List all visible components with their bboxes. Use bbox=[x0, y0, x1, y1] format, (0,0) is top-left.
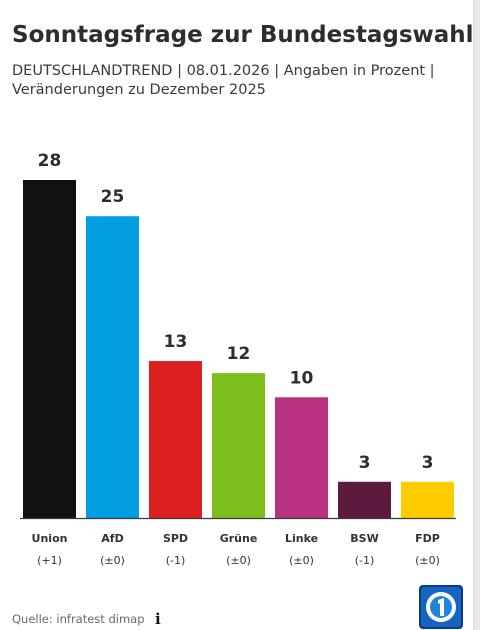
change-label-spd: (-1) bbox=[166, 554, 186, 567]
value-label-bsw: 3 bbox=[359, 453, 371, 473]
bar-chart: 28 Union (+1) 25 AfD (±0) 13 SPD (-1) 12 Grüne (±0)… bbox=[20, 151, 456, 567]
change-label-fdp: (±0) bbox=[415, 554, 440, 567]
value-label-grüne: 12 bbox=[227, 344, 251, 364]
change-label-bsw: (-1) bbox=[355, 554, 375, 567]
bar-grüne bbox=[212, 373, 265, 518]
category-label-linke: Linke bbox=[285, 532, 318, 545]
source-note: Quelle: infratest dimap bbox=[12, 612, 145, 626]
info-icon[interactable]: i bbox=[155, 610, 161, 628]
category-label-spd: SPD bbox=[163, 532, 188, 545]
value-label-linke: 10 bbox=[290, 368, 314, 388]
change-label-grüne: (±0) bbox=[226, 554, 251, 567]
category-label-fdp: FDP bbox=[415, 532, 440, 545]
change-label-afd: (±0) bbox=[100, 554, 125, 567]
tagesschau-logo-icon bbox=[419, 585, 463, 629]
category-label-bsw: BSW bbox=[350, 532, 378, 545]
change-label-union: (+1) bbox=[37, 554, 62, 567]
value-label-spd: 13 bbox=[164, 332, 188, 352]
bar-union bbox=[23, 180, 76, 518]
chart-title: Sonntagsfrage zur Bundestagswahl bbox=[12, 22, 474, 48]
category-label-afd: AfD bbox=[101, 532, 123, 545]
value-label-union: 28 bbox=[38, 151, 62, 171]
bar-linke bbox=[275, 397, 328, 518]
scrollbar-track[interactable] bbox=[474, 0, 480, 630]
value-label-fdp: 3 bbox=[422, 453, 434, 473]
value-label-afd: 25 bbox=[101, 187, 125, 207]
bar-spd bbox=[149, 361, 202, 518]
subtitle-line-1: DEUTSCHLANDTREND | 08.01.2026 | Angaben … bbox=[12, 63, 435, 79]
category-label-union: Union bbox=[32, 532, 68, 545]
bar-bsw bbox=[338, 481, 391, 518]
bar-fdp bbox=[401, 481, 454, 518]
category-label-grüne: Grüne bbox=[220, 532, 258, 545]
chart-subtitle: DEUTSCHLANDTREND | 08.01.2026 | Angaben … bbox=[12, 62, 462, 100]
subtitle-line-2: Veränderungen zu Dezember 2025 bbox=[12, 82, 266, 98]
change-label-linke: (±0) bbox=[289, 554, 314, 567]
bar-afd bbox=[86, 216, 139, 518]
